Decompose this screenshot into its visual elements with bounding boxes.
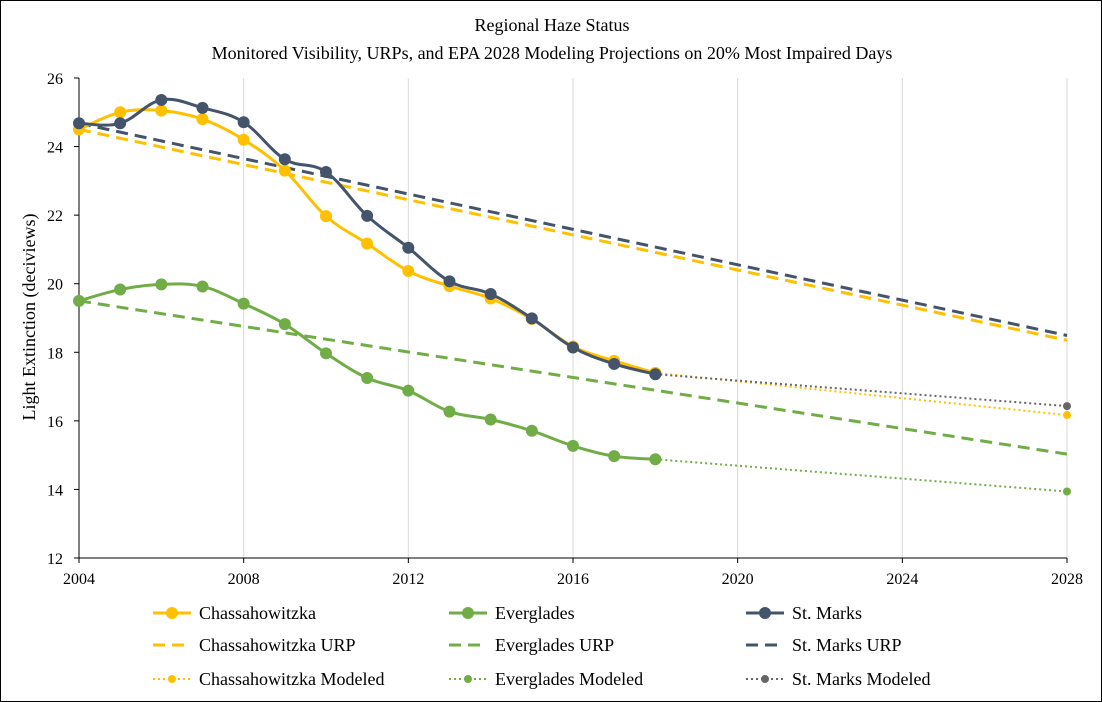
everglades-modeled-line: [655, 458, 1068, 493]
legend-label: St. Marks Modeled: [792, 669, 931, 689]
x-tick-label: 2008: [228, 571, 260, 588]
everglades-point: [567, 439, 579, 452]
everglades-urp-line: [78, 299, 1068, 456]
everglades-point: [608, 450, 621, 463]
everglades-point: [114, 283, 127, 296]
everglades-line: [78, 282, 656, 461]
chart-title: Regional Haze Status: [475, 15, 630, 35]
chassahowitzka-modeled-line: [655, 371, 1068, 417]
everglades-point: [525, 424, 538, 437]
everglades-point: [649, 453, 662, 466]
legend-label: Everglades URP: [495, 635, 614, 655]
axes: 2004 2008 2012 2016 2020 2024 2028 12 14 16 18 20 22…: [47, 71, 1083, 588]
st-marks-line: [78, 97, 656, 376]
legend-marker: [464, 675, 472, 683]
everglades-point: [361, 372, 374, 384]
legend-item-everglades-modeled: Everglades Modeled: [449, 669, 643, 689]
chassahowitzka-point: [155, 104, 168, 117]
chassahowitzka-urp-line: [78, 127, 1068, 342]
everglades-point: [237, 297, 250, 310]
y-tick-label: 22: [47, 208, 63, 225]
x-tick-label: 2004: [63, 571, 95, 588]
y-tick-label: 18: [47, 345, 63, 362]
everglades-point: [278, 318, 291, 331]
chassahowitzka-point: [237, 133, 250, 146]
everglades-point: [484, 413, 497, 426]
st-marks-point: [402, 241, 415, 254]
legend-label: Chassahowitzka URP: [199, 635, 356, 655]
legend-marker: [168, 675, 176, 683]
legend-item-st-marks: St. Marks: [746, 603, 862, 623]
st-marks-point: [361, 209, 374, 222]
everglades-point: [320, 347, 332, 360]
legend-item-everglades-urp: Everglades URP: [449, 635, 614, 655]
everglades-point: [443, 405, 456, 418]
st-marks-point: [567, 341, 579, 354]
y-tick-label: 24: [47, 140, 63, 157]
legend-item-st-marks-modeled: St. Marks Modeled: [746, 669, 931, 689]
legend-item-everglades: Everglades: [449, 603, 575, 623]
chassahowitzka-point: [114, 106, 127, 119]
y-tick-label: 26: [47, 71, 63, 88]
st-marks-modeled-line: [655, 373, 1068, 408]
chassahowitzka-point: [278, 164, 291, 177]
legend-label: Everglades: [495, 603, 575, 623]
chassahowitzka-point: [320, 210, 332, 223]
x-tick-label: 2028: [1051, 571, 1083, 588]
legend-item-chassahowitzka-modeled: Chassahowitzka Modeled: [153, 669, 384, 689]
grid: [243, 78, 1068, 558]
chassahowitzka-point: [402, 265, 415, 278]
everglades-modeled-point: [1063, 487, 1071, 496]
st-marks-point: [196, 101, 209, 114]
st-marks-point: [237, 116, 250, 129]
chassahowitzka-point: [361, 237, 374, 250]
st-marks-point: [443, 275, 456, 288]
y-tick-label: 14: [47, 482, 63, 499]
st-marks-point: [73, 117, 85, 130]
chart-subtitle: Monitored Visibility, URPs, and EPA 2028…: [212, 43, 893, 63]
x-tick-label: 2016: [557, 571, 589, 588]
legend-label: St. Marks: [792, 603, 862, 623]
y-tick-label: 16: [47, 414, 63, 431]
legend: Chassahowitzka Everglades St. Marks Chassah…: [153, 603, 931, 689]
legend-marker: [462, 607, 474, 619]
legend-marker: [166, 607, 178, 619]
st-marks-point: [114, 117, 127, 130]
chassahowitzka-point: [196, 113, 209, 126]
everglades-point: [155, 278, 168, 291]
everglades-point: [402, 384, 415, 397]
legend-label: St. Marks URP: [792, 635, 902, 655]
st-marks-point: [155, 93, 168, 106]
chassahowitzka-modeled-point: [1063, 411, 1071, 420]
legend-label: Everglades Modeled: [495, 669, 643, 689]
x-tick-label: 2020: [722, 571, 754, 588]
series-group: [73, 93, 1071, 496]
legend-marker: [761, 675, 769, 683]
x-tick-label: 2024: [886, 571, 918, 588]
legend-item-chassahowitzka: Chassahowitzka: [153, 603, 316, 623]
st-marks-point: [278, 153, 291, 166]
everglades-point: [73, 294, 85, 307]
st-marks-point: [649, 368, 662, 381]
legend-item-chassahowitzka-urp: Chassahowitzka URP: [153, 635, 356, 655]
st-marks-point: [525, 312, 538, 325]
st-marks-point: [608, 357, 621, 370]
everglades-point: [196, 280, 209, 293]
y-axis-label: Light Extinction (deciviews): [19, 214, 40, 421]
st-marks-modeled-point: [1063, 402, 1071, 411]
y-tick-label: 20: [47, 277, 63, 294]
legend-label: Chassahowitzka Modeled: [199, 669, 384, 689]
y-tick-label: 12: [47, 551, 63, 568]
st-marks-point: [320, 165, 332, 178]
x-tick-label: 2012: [392, 571, 424, 588]
legend-item-st-marks-urp: St. Marks URP: [746, 635, 902, 655]
st-marks-urp-line: [78, 121, 1068, 337]
legend-label: Chassahowitzka: [199, 603, 316, 623]
legend-marker: [759, 607, 771, 619]
st-marks-point: [484, 288, 497, 300]
